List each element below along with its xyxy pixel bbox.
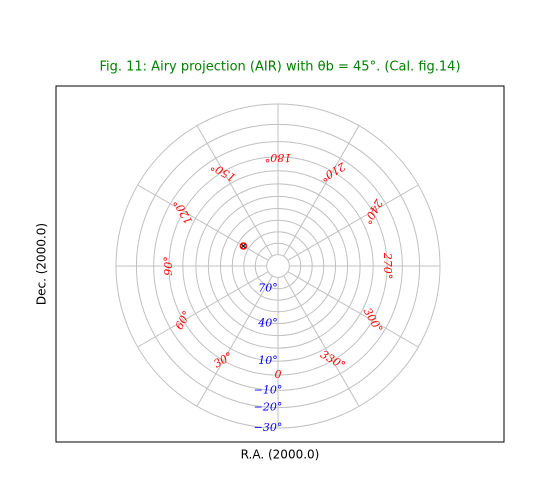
grid-line: [137, 184, 269, 261]
dec-tick-label: −20°: [254, 401, 283, 414]
ra-tick-label: 240°: [361, 196, 386, 226]
grid-circle: [266, 254, 290, 278]
dec-tick-label: 10°: [258, 354, 278, 367]
dec-tick-label: 70°: [258, 282, 278, 295]
ra-tick-label: 210°: [318, 159, 348, 184]
grid-line: [287, 271, 419, 348]
dec-tick-label: 40°: [257, 317, 278, 330]
grid-line: [196, 275, 273, 407]
grid-line: [287, 184, 419, 261]
ra-tick-label: 150°: [208, 160, 237, 185]
grid-line: [283, 275, 360, 407]
ra-tick-label: 60°: [173, 309, 194, 332]
ra-tick-label: 270°: [381, 252, 394, 280]
ra-tick-label: 0: [275, 368, 282, 381]
x-axis-label: R.A. (2000.0): [241, 448, 320, 462]
grid-line: [196, 125, 273, 257]
ra-tick-label: 330°: [318, 348, 347, 373]
ra-tick-label: 180°: [265, 151, 292, 164]
y-axis-label: Dec. (2000.0): [35, 223, 49, 305]
ra-tick-label: 90°: [162, 256, 175, 276]
point-cross: [241, 243, 246, 249]
point: [239, 242, 248, 250]
grid-line: [283, 125, 360, 257]
dec-tick-label: −10°: [254, 383, 283, 396]
plot-frame: [55, 85, 505, 443]
ra-tick-label: 300°: [361, 306, 386, 335]
grid-line: [137, 271, 269, 348]
dec-tick-label: −30°: [254, 421, 283, 434]
ra-tick-label: 120°: [171, 197, 196, 226]
ra-tick-label: 30°: [211, 350, 234, 371]
chart-title: Fig. 11: Airy projection (AIR) with θb =…: [99, 60, 460, 75]
